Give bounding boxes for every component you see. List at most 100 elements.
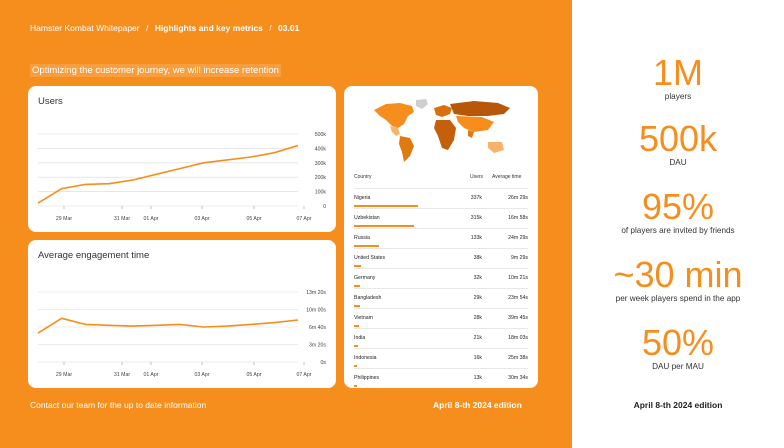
users-share-bar [354,225,414,227]
metric-weekly-time: ~30 min per week players spend in the ap… [572,254,784,304]
y-tick-label: 13m 20s [306,290,326,296]
metric-players: 1M players [572,52,784,102]
contact-link[interactable]: Contact our team for the up to date info… [30,400,207,410]
x-tick-label: 31 Mar [114,372,130,378]
metric-value: ~30 min [613,254,743,295]
table-row[interactable]: Nigeria 337k 26m 29s [354,188,528,208]
table-row[interactable]: Germany 32k 10m 21s [354,268,528,288]
metrics-panel: 1M players 500k DAU 95% of players are i… [572,0,784,448]
engagement-line-chart: 13m 20s 10m 00s 6m 40s 3m 20s 0s 29 Mar 31 Mar… [37,290,327,378]
table-row[interactable]: India 21k 18m 03s [354,328,528,348]
country-name: Philippines [354,375,380,381]
users-share-bar [354,305,360,307]
y-tick-label: 500k [315,132,327,138]
y-tick-label: 10m 00s [306,308,326,314]
average-time-value: 30m 34s [508,375,528,381]
table-row[interactable]: Indonesia 16k 25m 38s [354,348,528,368]
metric-value: 1M [652,52,703,93]
metric-dau-per-mau: 50% DAU per MAU [572,322,784,372]
average-time-value: 24m 29s [508,235,528,241]
average-time-value: 16m 58s [508,215,528,221]
breadcrumb-separator: / [145,23,149,33]
breadcrumb-item-highlights[interactable]: Highlights and key metrics [154,23,263,33]
metric-label: per week players spend in the app [615,294,741,303]
x-tick-label: 01 Apr [144,216,159,222]
country-name: Indonesia [354,355,377,361]
average-time-value: 25m 38s [508,355,528,361]
world-map-image [374,99,510,162]
metric-label: DAU per MAU [652,362,704,371]
x-tick-label: 05 Apr [247,372,262,378]
series-line [37,144,299,204]
users-value: 337k [470,195,482,201]
metric-label: players [664,92,692,101]
users-value: 32k [473,275,482,281]
users-share-bar [354,265,362,267]
metric-value: 95% [641,186,715,227]
countries-card: Country Users Average time Nigeria 337k 26… [344,86,538,388]
users-share-bar [354,245,379,247]
users-line-chart: 500k 400k 300k 200k 100k 0 29 Mar 31 Mar 01 Apr 0… [37,132,327,222]
table-row[interactable]: United States 38k 9m 29s [354,248,528,268]
average-time-value: 26m 29s [508,195,528,201]
users-share-bar [354,285,360,287]
edition-label: April 8-th 2024 edition [433,400,522,410]
right-edition-label: April 8-th 2024 edition [633,400,723,410]
table-row[interactable]: Vietnam 28k 39m 45s [354,308,528,328]
country-name: Uzbekistan [354,215,380,221]
x-tick-label: 03 Apr [195,216,210,222]
x-tick-label: 07 Apr [297,372,312,378]
breadcrumb-separator: / [269,23,272,33]
country-name: Russia [354,235,370,241]
users-value: 133k [470,235,482,241]
average-time-value: 18m 03s [508,335,528,341]
table-row[interactable]: Uzbekistan 315k 16m 58s [354,208,528,228]
y-tick-label: 400k [315,146,327,152]
y-tick-label: 6m 40s [309,325,326,331]
breadcrumb-item-whitepaper[interactable]: Hamster Kombat Whitepaper [30,23,140,33]
country-name: Bangladesh [354,295,382,301]
users-value: 21k [473,335,482,341]
users-share-bar [354,365,358,367]
table-row[interactable]: Bangladesh 29k 23m 54s [354,288,528,308]
x-tick-label: 05 Apr [247,216,262,222]
column-header-country: Country [354,174,372,180]
x-tick-label: 31 Mar [114,216,130,222]
metric-label: DAU [669,158,687,167]
country-name: Germany [354,275,376,281]
users-value: 13k [473,375,482,381]
users-share-bar [354,345,358,347]
page-subtitle: Optimizing the customer journey, we will… [30,64,281,77]
average-time-value: 10m 21s [508,275,528,281]
country-name: Vietnam [354,315,373,321]
metric-value: 50% [641,322,715,363]
engagement-chart-card: Average engagement time 13m 20s 10m 00s 6m… [28,240,336,388]
users-chart-title: Users [38,96,63,107]
x-tick-label: 01 Apr [144,372,159,378]
engagement-chart-title: Average engagement time [38,250,150,261]
users-value: 28k [473,315,482,321]
users-chart-card: Users 500k 400k 300k 200k 100k 0 29 Mar 31 Mar 0… [28,86,336,232]
average-time-value: 23m 54s [508,295,528,301]
country-name: India [354,335,366,341]
users-value: 38k [473,255,482,261]
series-line [37,317,299,334]
table-row[interactable]: Russia 133k 24m 29s [354,228,528,248]
breadcrumb-item-page-number: 03.01 [278,23,300,33]
y-tick-label: 0s [321,360,327,366]
orange-panel: Hamster Kombat Whitepaper / Highlights a… [0,0,572,448]
users-share-bar [354,325,360,327]
users-share-bar [354,205,418,207]
y-tick-label: 200k [315,175,327,181]
x-tick-label: 29 Mar [56,216,72,222]
y-tick-label: 100k [315,190,327,196]
metric-label: of players are invited by friends [621,226,735,235]
users-value: 29k [473,295,482,301]
column-header-users: Users [470,174,484,180]
x-tick-label: 03 Apr [195,372,210,378]
table-header: Country Users Average time [354,172,528,184]
y-tick-label: 300k [315,161,327,167]
table-row[interactable]: Philippines 13k 30m 34s [354,368,528,388]
x-tick-label: 07 Apr [297,216,312,222]
average-time-value: 39m 45s [508,315,528,321]
